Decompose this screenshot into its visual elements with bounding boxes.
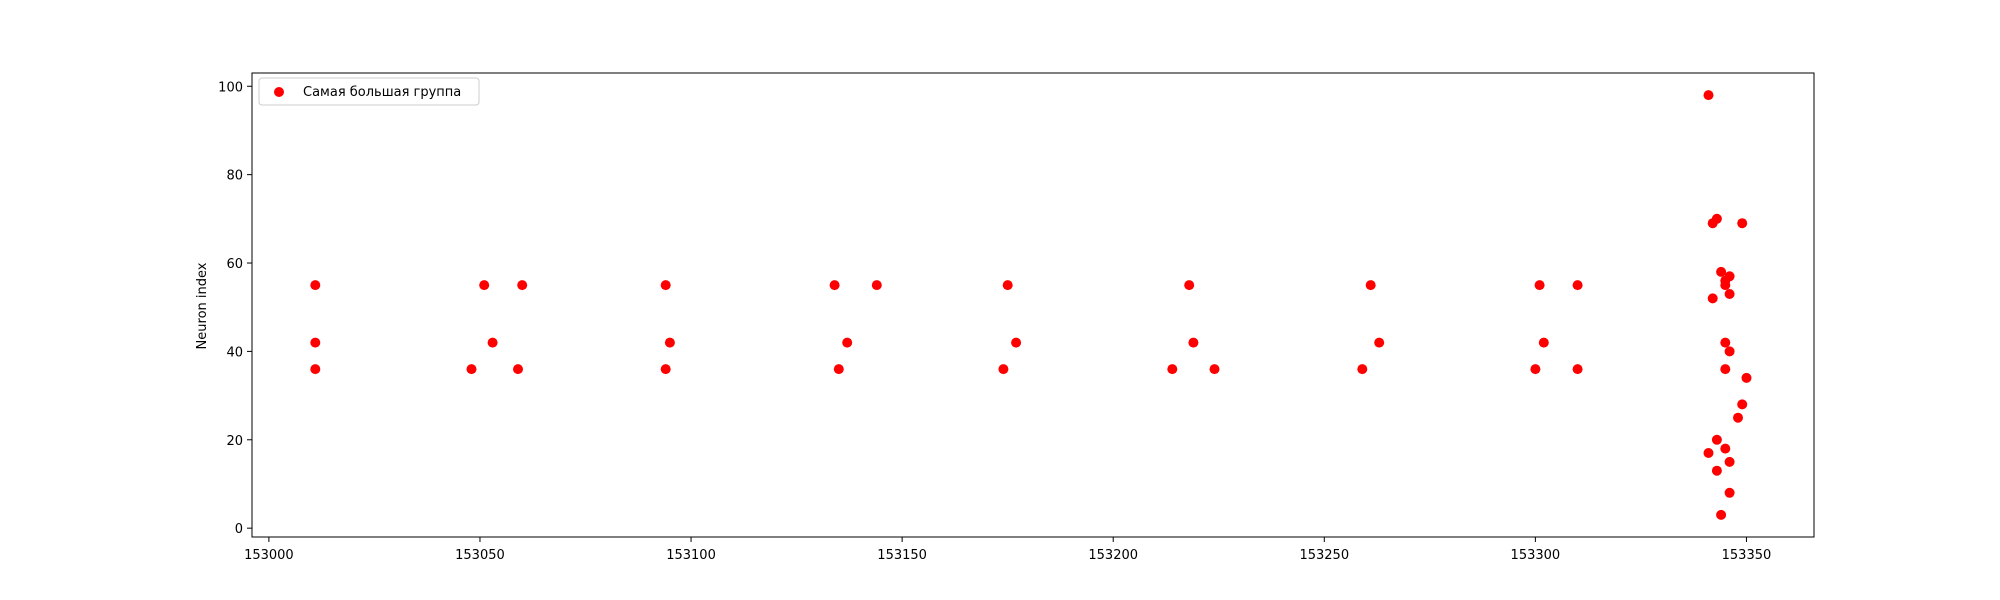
data-point (1703, 90, 1714, 101)
data-point (1357, 364, 1368, 375)
data-point (664, 337, 675, 348)
y-axis-label: Neuron index (195, 262, 210, 349)
data-point (1167, 364, 1178, 375)
data-point (842, 337, 853, 348)
data-point (829, 280, 840, 291)
legend-frame (258, 77, 480, 106)
data-point (1711, 434, 1722, 445)
data-point (310, 364, 321, 375)
x-tick-label: 153250 (1299, 548, 1349, 563)
y-tick-label: 80 (226, 169, 243, 184)
data-point (1572, 280, 1583, 291)
data-point (1733, 412, 1743, 423)
data-point (310, 280, 321, 291)
x-tick-label: 153300 (1511, 548, 1561, 563)
data-point (1530, 364, 1541, 375)
legend-marker (274, 87, 284, 97)
data-point (998, 364, 1009, 375)
data-point (1184, 280, 1195, 291)
data-point (1711, 465, 1722, 476)
data-point (487, 337, 498, 348)
x-tick-label: 153350 (1722, 548, 1772, 563)
data-point (1538, 337, 1549, 348)
data-point (1707, 218, 1718, 229)
y-tick-label: 60 (226, 257, 243, 272)
data-point (1737, 399, 1748, 410)
y-tick-label: 40 (226, 345, 243, 360)
legend-label: Самая большая группа (303, 85, 461, 100)
data-point (517, 280, 528, 291)
data-point (1720, 443, 1731, 454)
data-point (1209, 364, 1220, 375)
data-point (1011, 337, 1022, 348)
data-point (660, 280, 671, 291)
data-point (660, 364, 671, 375)
data-point (1716, 266, 1727, 277)
data-point (1534, 280, 1545, 291)
y-tick-label: 100 (218, 80, 243, 95)
data-point (1365, 280, 1376, 291)
legend: Самая большая группа (258, 77, 480, 106)
data-point (1724, 487, 1735, 498)
x-tick-label: 153100 (666, 548, 716, 563)
y-tick-label: 20 (226, 434, 243, 449)
data-point (1724, 456, 1735, 467)
data-point (1188, 337, 1199, 348)
x-tick-label: 153200 (1088, 548, 1138, 563)
x-tick-label: 153050 (455, 548, 505, 563)
data-point (1724, 346, 1735, 357)
data-point (1720, 364, 1731, 375)
data-point (1374, 337, 1385, 348)
plot-frame (251, 72, 1815, 538)
data-point (833, 364, 844, 375)
data-point (1737, 218, 1748, 229)
data-point (466, 364, 477, 375)
data-point (1707, 293, 1718, 304)
data-point (1703, 448, 1714, 458)
data-point (1002, 280, 1013, 291)
data-point (479, 280, 490, 291)
plot-area (310, 90, 1752, 520)
x-tick-label: 153000 (244, 548, 294, 563)
data-point (513, 364, 523, 375)
data-point (1724, 289, 1735, 299)
data-point (1720, 337, 1731, 348)
data-point (871, 280, 882, 291)
data-point (310, 337, 321, 348)
data-point (1716, 509, 1727, 520)
data-point (1720, 280, 1731, 291)
axes: 153000 153050 153100 153150 153200 153250 1533… (218, 72, 1815, 563)
y-tick-label: 0 (235, 522, 243, 537)
data-point (1572, 364, 1583, 375)
data-point (1741, 372, 1752, 383)
x-tick-label: 153150 (877, 548, 927, 563)
